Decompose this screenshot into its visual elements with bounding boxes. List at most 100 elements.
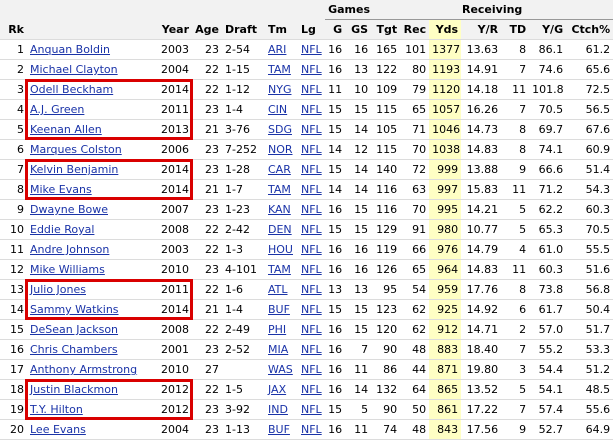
cell: 62.2 xyxy=(529,199,567,220)
cell: 865 xyxy=(429,379,462,400)
player-link[interactable]: Keenan Allen xyxy=(30,123,102,136)
team-link[interactable]: TAM xyxy=(268,183,291,196)
player-link[interactable]: Eddie Royal xyxy=(30,223,95,236)
player-link[interactable]: Mike Williams xyxy=(30,263,105,276)
column-header[interactable]: GS xyxy=(345,19,372,40)
player-link[interactable]: DeSean Jackson xyxy=(30,323,119,336)
cell: 1-15 xyxy=(222,59,265,80)
team-link[interactable]: NFL xyxy=(301,83,322,96)
player-link[interactable]: Anthony Armstrong xyxy=(30,363,138,376)
team-link[interactable]: NFL xyxy=(301,223,322,236)
player-link[interactable]: Dwayne Bowe xyxy=(30,203,108,216)
column-header[interactable]: Yds xyxy=(429,19,462,40)
team-link[interactable]: NFL xyxy=(301,203,322,216)
team-link[interactable]: HOU xyxy=(268,243,293,256)
team-link[interactable]: NFL xyxy=(301,143,322,156)
player-link[interactable]: Chris Chambers xyxy=(30,343,118,356)
team-link[interactable]: NFL xyxy=(301,163,322,176)
player-link[interactable]: Justin Blackmon xyxy=(30,383,118,396)
team-link[interactable]: NFL xyxy=(301,103,322,116)
player-link[interactable]: Odell Beckham xyxy=(30,83,114,96)
team-link[interactable]: KAN xyxy=(268,203,291,216)
cell: 8 xyxy=(501,119,530,140)
team-link[interactable]: NFL xyxy=(301,323,322,336)
player-link[interactable]: Julio Jones xyxy=(30,283,86,296)
team-link[interactable]: IND xyxy=(268,403,288,416)
player-link[interactable]: Andre Johnson xyxy=(30,243,110,256)
team-link[interactable]: NFL xyxy=(301,303,322,316)
player-link[interactable]: Anquan Boldin xyxy=(30,43,111,56)
player-link[interactable]: Sammy Watkins xyxy=(30,303,119,316)
team-link[interactable]: ATL xyxy=(268,283,288,296)
column-header[interactable]: Draft xyxy=(222,19,265,40)
column-header[interactable]: G xyxy=(325,19,346,40)
team-link[interactable]: ARI xyxy=(268,43,287,56)
team-link[interactable]: NFL xyxy=(301,363,322,376)
player-link[interactable]: Lee Evans xyxy=(30,423,86,436)
team-link[interactable]: NFL xyxy=(301,423,322,436)
team-link[interactable]: NOR xyxy=(268,143,293,156)
cell: 12 xyxy=(0,259,27,280)
cell: 115 xyxy=(371,139,401,160)
column-header[interactable]: Age xyxy=(192,19,222,40)
player-link[interactable]: Mike Evans xyxy=(30,183,92,196)
cell: NFL xyxy=(298,179,326,200)
column-header[interactable]: Lg xyxy=(298,19,326,40)
column-header[interactable]: Rk xyxy=(0,19,27,40)
player-link[interactable]: Marques Colston xyxy=(30,143,122,156)
team-link[interactable]: NFL xyxy=(301,343,322,356)
data-row: 1 Anquan Boldin 2003 23 2-54 ARI NFL 16 16 165 101… xyxy=(0,39,613,60)
player-link[interactable]: T.Y. Hilton xyxy=(30,403,83,416)
team-link[interactable]: MIA xyxy=(268,343,289,356)
team-link[interactable]: PHI xyxy=(268,323,287,336)
team-link[interactable]: NFL xyxy=(301,283,322,296)
cell: 16 xyxy=(325,339,346,360)
team-link[interactable]: WAS xyxy=(268,363,293,376)
column-header[interactable]: Rec xyxy=(400,19,430,40)
cell: 999 xyxy=(429,159,462,180)
team-link[interactable]: DEN xyxy=(268,223,292,236)
team-link[interactable]: TAM xyxy=(268,263,291,276)
cell: NFL xyxy=(298,259,326,280)
cell: HOU xyxy=(265,239,298,260)
player-link[interactable]: Michael Clayton xyxy=(30,63,118,76)
team-link[interactable]: TAM xyxy=(268,63,291,76)
column-header[interactable]: Y/G xyxy=(529,19,567,40)
column-header[interactable]: Year xyxy=(158,19,192,40)
column-header[interactable] xyxy=(27,19,158,40)
column-header[interactable]: Tm xyxy=(265,19,298,40)
column-header[interactable]: Y/R xyxy=(461,19,502,40)
cell: 16 xyxy=(325,359,346,380)
team-link[interactable]: BUF xyxy=(268,423,290,436)
team-link[interactable]: NFL xyxy=(301,43,322,56)
cell: 132 xyxy=(371,379,401,400)
cell: 70.5 xyxy=(566,219,613,240)
team-link[interactable]: NFL xyxy=(301,383,322,396)
cell: 16 xyxy=(345,259,372,280)
team-link[interactable]: CIN xyxy=(268,103,288,116)
column-header[interactable]: Ctch% xyxy=(566,19,613,40)
team-link[interactable]: NFL xyxy=(301,403,322,416)
team-link[interactable]: NFL xyxy=(301,183,322,196)
team-link[interactable]: NYG xyxy=(268,83,292,96)
column-header[interactable]: Tgt xyxy=(371,19,401,40)
team-link[interactable]: NFL xyxy=(301,263,322,276)
cell: NFL xyxy=(298,39,326,60)
cell: 1057 xyxy=(429,99,462,120)
cell: 18.40 xyxy=(461,339,502,360)
cell: 13 xyxy=(0,279,27,300)
data-row: 10 Eddie Royal 2008 22 2-42 DEN NFL 15 15 129 91 98… xyxy=(0,219,613,240)
team-link[interactable]: SDG xyxy=(268,123,292,136)
team-link[interactable]: NFL xyxy=(301,63,322,76)
team-link[interactable]: JAX xyxy=(268,383,287,396)
cell: 2 xyxy=(0,59,27,80)
team-link[interactable]: BUF xyxy=(268,303,290,316)
team-link[interactable]: NFL xyxy=(301,123,322,136)
team-link[interactable]: NFL xyxy=(301,243,322,256)
data-row: 14 Sammy Watkins 2014 21 1-4 BUF NFL 15 15 123 62 9… xyxy=(0,299,613,320)
player-link[interactable]: A.J. Green xyxy=(30,103,85,116)
player-link[interactable]: Kelvin Benjamin xyxy=(30,163,119,176)
column-header[interactable]: TD xyxy=(501,19,530,40)
team-link[interactable]: CAR xyxy=(268,163,291,176)
